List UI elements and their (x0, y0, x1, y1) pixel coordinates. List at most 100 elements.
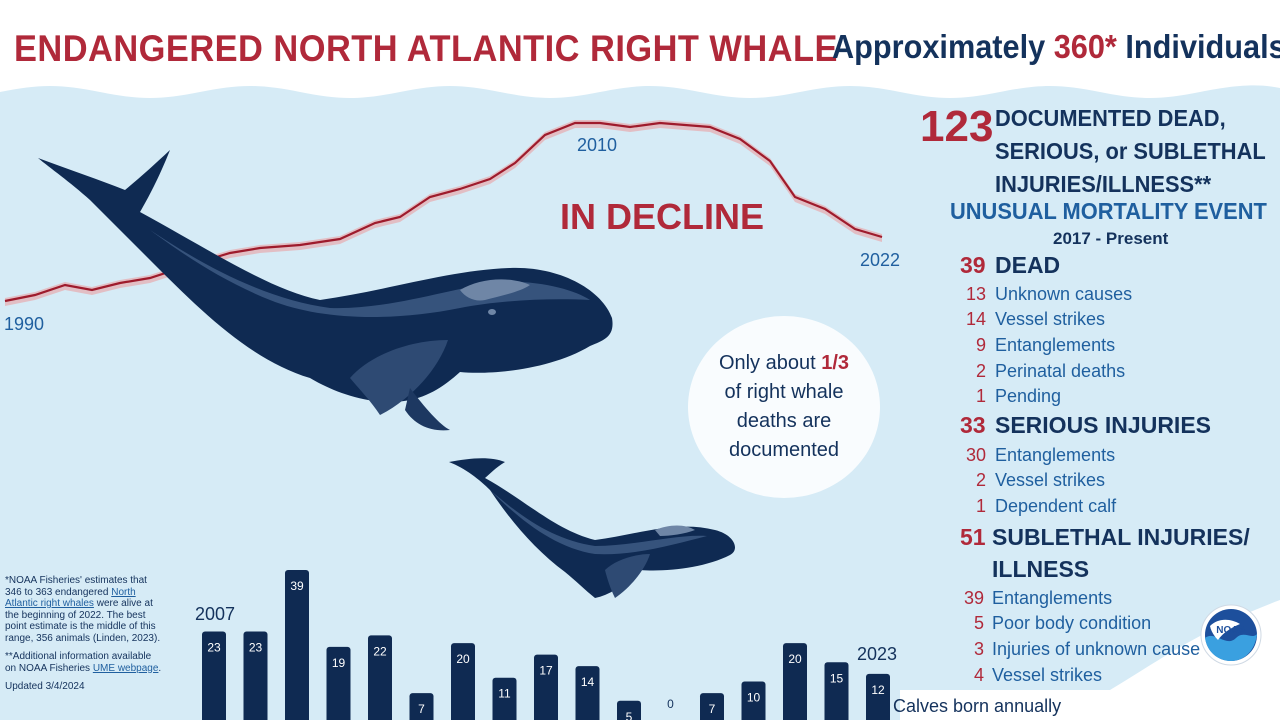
calves-bar-label-2013: 20 (456, 652, 470, 666)
calves-bar-label-2008: 23 (249, 641, 263, 655)
calves-bar-2022 (824, 662, 849, 720)
calves-bar-2017 (617, 700, 641, 720)
sublethal-entangle-label: Entanglements (992, 588, 1113, 608)
calves-bar-label-2019: 7 (709, 702, 716, 716)
dead-unknown-count: 13 (965, 284, 986, 304)
summary-line1: DOCUMENTED DEAD, (995, 105, 1226, 131)
north-atlantic-right-whales-link[interactable]: North Atlantic right whales (5, 586, 136, 610)
calves-bar-label-2022: 15 (830, 671, 844, 685)
calves-bar-2019 (700, 693, 724, 720)
calves-bar-label-2012: 7 (418, 702, 425, 716)
dead-entangle-count: 9 (975, 335, 986, 355)
calves-bar-2014 (492, 677, 517, 720)
noaa-logo[interactable]: NOAA (1200, 604, 1262, 666)
sublethal-entangle-count: 39 (963, 588, 984, 608)
sublethal-unknown-label: Injuries of unknown cause (992, 639, 1201, 659)
sublethal-body-label: Poor body condition (992, 613, 1152, 633)
serious-calf-count: 1 (975, 496, 986, 516)
noaa-logo-text: NOAA (1216, 625, 1245, 636)
calves-bar-label-2010: 19 (332, 656, 346, 670)
dead-unknown-label: Unknown causes (995, 284, 1133, 304)
calves-bar-2020 (741, 681, 766, 720)
calves-bar-label-2023: 12 (871, 683, 885, 697)
calves-bar-label-2011: 22 (373, 644, 387, 658)
footnote-additional-text: **Additional information available on NO… (5, 651, 152, 674)
calves-bar-label-2020: 10 (747, 691, 761, 705)
footnote-additional-end: . (158, 662, 162, 674)
population-number: 360* (1053, 28, 1117, 65)
sublethal-unknown-count: 3 (973, 639, 984, 659)
population-suffix: Individuals (1125, 28, 1280, 65)
summary-heading: DOCUMENTED DEAD, SERIOUS, or SUBLETHAL I… (995, 102, 1266, 201)
serious-entangle-label: Entanglements (995, 445, 1116, 465)
calves-bar-label-2014: 11 (498, 687, 511, 701)
calves-bar-2016 (575, 666, 600, 720)
serious-entangle-count: 30 (965, 445, 986, 465)
footnote-estimate-text: *NOAA Fisheries' estimates that 346 to 3… (5, 575, 147, 598)
calves-label: Calves born annually (893, 696, 1062, 716)
dead-vessel-count: 14 (965, 309, 986, 329)
right-whale-calf-illustration (449, 458, 735, 598)
sublethal-vessel-count: 4 (973, 665, 984, 685)
calves-bar-2021 (783, 643, 807, 720)
serious-title: SERIOUS INJURIES (995, 412, 1211, 438)
calves-first-year: 2007 (195, 604, 236, 624)
footnote-additional: **Additional information available on NO… (5, 651, 165, 674)
serious-calf-label: Dependent calf (995, 496, 1117, 516)
footnote: *NOAA Fisheries' estimates that 346 to 3… (5, 575, 165, 693)
dead-count: 39 (960, 252, 986, 278)
total-count: 123 (920, 102, 994, 151)
note-line4: documented (728, 439, 840, 461)
calves-bar-2015 (534, 654, 558, 720)
page-title: ENDANGERED NORTH ATLANTIC RIGHT WHALE (14, 28, 838, 69)
calves-bar-2012 (409, 693, 434, 720)
calves-bar-label-2007: 23 (207, 641, 221, 655)
trend-peak-year: 2010 (577, 135, 618, 155)
serious-vessel-label: Vessel strikes (995, 470, 1106, 490)
dead-perinatal-label: Perinatal deaths (995, 361, 1126, 381)
updated-date: Updated 3/4/2024 (5, 681, 85, 692)
calves-bar-label-2017: 5 (626, 710, 633, 720)
dead-pending-label: Pending (995, 386, 1062, 406)
ume-webpage-link[interactable]: UME webpage (92, 662, 159, 674)
sublethal-title-2: ILLNESS (992, 556, 1090, 582)
note-line2: of right whale (724, 381, 844, 403)
serious-vessel-count: 2 (975, 470, 986, 490)
documented-deaths-bubble (688, 316, 880, 498)
calves-bar-chart: 23 23 39 19 22 7 20 11 17 14 5 0 7 10 20 15 12 (202, 570, 890, 720)
population-trend-line (4, 121, 883, 303)
calves-bar-label-2016: 14 (581, 675, 595, 689)
note-fraction: 1/3 (821, 352, 850, 374)
calves-bar-2008 (243, 631, 268, 720)
calves-bar-2011 (368, 635, 392, 720)
population-prefix: Approximately (832, 28, 1046, 65)
population-estimate: Approximately 360* Individuals (832, 28, 1280, 66)
calves-bar-label-2009: 39 (290, 579, 304, 593)
dead-pending-count: 1 (975, 386, 986, 406)
note-line1: Only about (718, 352, 816, 374)
note-line3: deaths are (736, 410, 832, 432)
decline-headline: IN DECLINE (560, 196, 765, 237)
sublethal-count: 51 (960, 524, 986, 550)
documented-deaths-note: Only about 1/3 of right whale deaths are… (700, 349, 868, 465)
calves-last-year: 2023 (857, 644, 898, 664)
summary-line2: SERIOUS, or SUBLETHAL (995, 138, 1266, 164)
trend-start-year: 1990 (4, 314, 45, 334)
dead-title: DEAD (995, 252, 1061, 278)
dead-perinatal-count: 2 (975, 361, 986, 381)
calves-bar-2013 (451, 643, 475, 720)
footnote-estimate: *NOAA Fisheries' estimates that 346 to 3… (5, 575, 165, 644)
sublethal-vessel-label: Vessel strikes (992, 665, 1103, 685)
dead-vessel-label: Vessel strikes (995, 309, 1106, 329)
calves-bar-2010 (326, 646, 351, 720)
summary-line3: INJURIES/ILLNESS** (995, 171, 1212, 197)
trend-end-year: 2022 (860, 250, 901, 270)
serious-count: 33 (960, 412, 986, 438)
sublethal-body-count: 5 (973, 613, 984, 633)
unusual-mortality-event-label: UNUSUAL MORTALITY EVENT (950, 198, 1267, 224)
calves-bar-2023 (866, 673, 890, 720)
calves-bar-label-2018: 0 (667, 697, 674, 711)
event-period: 2017 - Present (1053, 229, 1169, 248)
sublethal-title: SUBLETHAL INJURIES/ (992, 524, 1250, 550)
calves-bar-2007 (202, 631, 226, 720)
